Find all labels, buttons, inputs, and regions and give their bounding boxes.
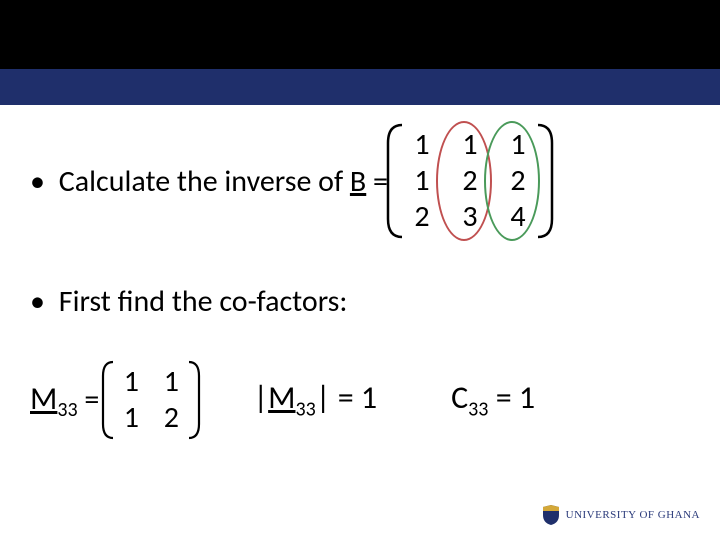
minor-col1: 1 1 bbox=[111, 364, 151, 436]
cell-r2c2: 2 bbox=[462, 163, 477, 199]
matrix-variable-B: B bbox=[350, 163, 366, 200]
matrix-B-col2: 1 2 3 bbox=[446, 127, 494, 235]
minor-label-M: M bbox=[30, 379, 57, 418]
bracket-right-icon bbox=[534, 123, 556, 239]
bullet-dot-1: • bbox=[30, 163, 52, 200]
line-find-cofactors: • First find the co-factors: bbox=[30, 283, 690, 320]
cell-r1c1: 1 bbox=[414, 127, 429, 163]
cof-label-C: C bbox=[451, 378, 468, 417]
shield-icon bbox=[542, 504, 560, 526]
det-bar-right: | bbox=[316, 378, 331, 417]
cofactor-expression: C33 = 1 bbox=[451, 378, 535, 421]
bracket2-left-icon bbox=[99, 360, 117, 440]
minor-matrix: 1 1 1 2 bbox=[111, 364, 191, 436]
mcell-r1c1: 1 bbox=[124, 364, 139, 400]
line2-text: First find the co-factors: bbox=[59, 283, 348, 320]
cof-eq-val: = 1 bbox=[488, 378, 535, 417]
mcell-r1c2: 1 bbox=[164, 364, 179, 400]
cell-r3c1: 2 bbox=[414, 199, 429, 235]
cell-r2c3: 2 bbox=[510, 163, 525, 199]
cell-r3c3: 4 bbox=[510, 199, 525, 235]
minor-eq: = bbox=[78, 381, 100, 418]
line-calculate-inverse: • Calculate the inverse of B = 1 1 2 1 2… bbox=[30, 127, 690, 235]
determinant-expression: |M33| = 1 bbox=[253, 378, 377, 421]
det-eq-val: = 1 bbox=[330, 378, 377, 417]
slide-content: • Calculate the inverse of B = 1 1 2 1 2… bbox=[0, 105, 720, 436]
bracket2-right-icon bbox=[185, 360, 203, 440]
matrix-B: 1 1 2 1 2 3 1 2 4 bbox=[398, 127, 542, 235]
cell-r2c1: 1 bbox=[414, 163, 429, 199]
minor-label-group: M33 = bbox=[30, 379, 99, 422]
bullet-dot-2: • bbox=[30, 283, 52, 320]
det-bar-left: | bbox=[253, 378, 268, 417]
cell-r1c2: 1 bbox=[462, 127, 477, 163]
footer-text: UNIVERSITY OF GHANA bbox=[566, 509, 700, 521]
det-sub-33: 33 bbox=[295, 398, 315, 422]
minor-sub-33: 33 bbox=[57, 398, 77, 422]
slide-header bbox=[0, 0, 720, 105]
cell-r3c2: 3 bbox=[462, 199, 477, 235]
line1-prefix: Calculate the inverse of bbox=[59, 163, 350, 200]
line-minor-m33: M33 = 1 1 1 2 |M33| = 1 C33 = 1 bbox=[30, 364, 690, 436]
footer-logo: UNIVERSITY OF GHANA bbox=[542, 504, 700, 526]
bracket-left-icon bbox=[384, 123, 406, 239]
det-label-M: M bbox=[268, 378, 295, 417]
mcell-r2c2: 2 bbox=[164, 400, 179, 436]
cell-r1c3: 1 bbox=[510, 127, 525, 163]
header-stripe bbox=[0, 69, 720, 105]
cof-sub-33: 33 bbox=[468, 398, 488, 422]
mcell-r2c1: 1 bbox=[124, 400, 139, 436]
bullet-1-text: • Calculate the inverse of B = bbox=[30, 163, 388, 200]
